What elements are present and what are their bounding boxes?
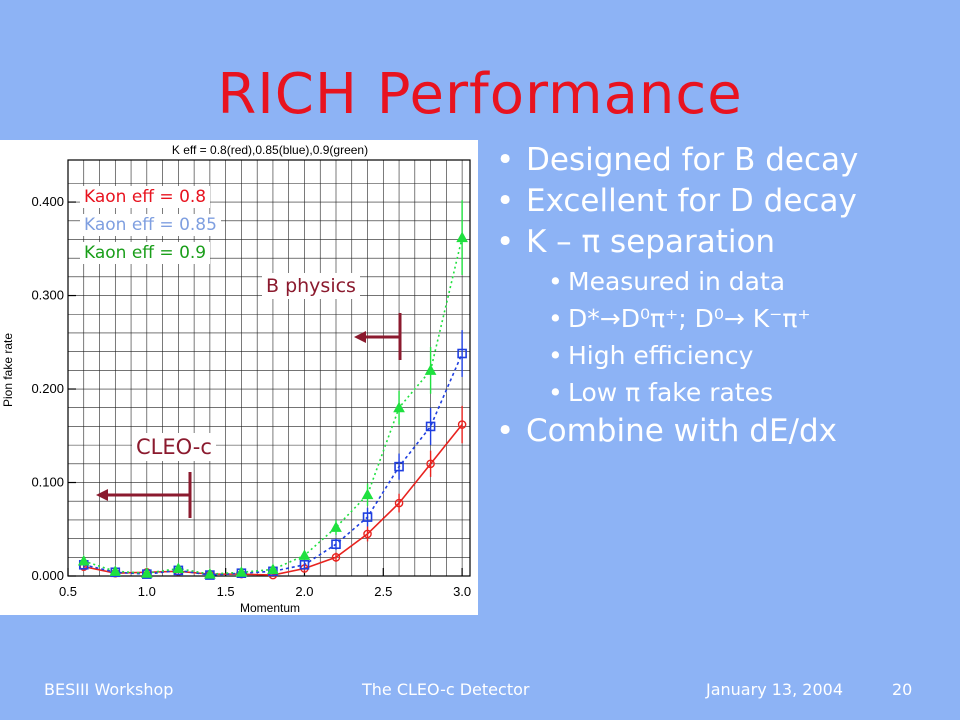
data-point	[77, 555, 90, 566]
x-axis-label: Momentum	[240, 601, 300, 615]
data-point	[457, 348, 467, 359]
data-point	[172, 562, 185, 574]
chart-title: K eff = 0.8(red),0.85(blue),0.9(green)	[172, 143, 368, 157]
legend-entry-red: Kaon eff = 0.8	[80, 186, 211, 208]
x-tick-label: 0.5	[59, 584, 77, 599]
data-point	[330, 521, 342, 532]
x-tick-label: 1.0	[138, 584, 156, 599]
b-physics-label: B physics	[262, 273, 360, 299]
x-tick-label: 1.5	[217, 584, 235, 599]
data-point	[298, 549, 311, 560]
data-point	[109, 565, 122, 576]
fake-rate-plot: 0.5 1.0 1.5 2.0 2.5 3.0 0.000 0.100 0.200 0.300 0.…	[1, 143, 471, 615]
slide-title: RICH Performance	[217, 62, 743, 127]
footer-date: January 13, 2004	[706, 680, 843, 699]
bullet-combine-dedx: Combine with dE/dx	[490, 411, 950, 452]
x-tick-label: 3.0	[453, 584, 471, 599]
data-point	[424, 364, 437, 375]
data-point	[140, 567, 153, 578]
bullet-decay-chain: D*→D⁰π⁺; D⁰→ K⁻π⁺	[490, 300, 950, 337]
x-tick-label: 2.5	[374, 584, 392, 599]
footer-center: The CLEO-c Detector	[362, 680, 530, 699]
y-tick-label: 0.100	[31, 475, 64, 490]
page-number: 20	[892, 680, 913, 699]
data-point	[394, 461, 404, 472]
y-tick-label: 0.300	[31, 288, 64, 303]
legend-entry-blue: Kaon eff = 0.85	[80, 214, 221, 236]
bullet-k-pi-separation: K – π separation	[490, 222, 950, 263]
data-point	[457, 420, 467, 429]
bullet-excellent-d: Excellent for D decay	[490, 181, 950, 222]
data-point	[456, 231, 468, 243]
footer-left: BESIII Workshop	[44, 680, 174, 699]
data-point	[426, 459, 435, 469]
data-point	[394, 498, 404, 508]
data-point	[393, 401, 405, 413]
data-point	[425, 421, 436, 432]
data-point	[362, 512, 373, 522]
bullet-list: Designed for B decay Excellent for D dec…	[490, 140, 950, 452]
data-point	[267, 563, 279, 574]
legend-entry-green: Kaon eff = 0.9	[80, 242, 211, 264]
y-tick-label: 0.000	[31, 568, 64, 583]
bullet-designed-b: Designed for B decay	[490, 140, 950, 181]
b-physics-arrow-head	[354, 331, 366, 343]
x-tick-label: 2.0	[295, 584, 313, 599]
data-point	[331, 539, 341, 550]
data-point	[361, 488, 374, 500]
cleo-c-arrow-head	[96, 489, 108, 501]
bullet-measured-data: Measured in data	[490, 263, 950, 300]
fake-rate-chart: 0.5 1.0 1.5 2.0 2.5 3.0 0.000 0.100 0.200 0.300 0.…	[0, 140, 478, 615]
y-tick-label: 0.200	[31, 381, 64, 396]
data-point	[363, 529, 372, 539]
cleo-c-label: CLEO-c	[132, 433, 216, 461]
y-axis-label: Pion fake rate	[1, 333, 15, 407]
bullet-high-efficiency: High efficiency	[490, 337, 950, 374]
bullet-low-fake-rates: Low π fake rates	[490, 374, 950, 411]
data-point	[235, 566, 248, 577]
data-point	[299, 559, 310, 570]
data-point	[331, 553, 341, 562]
y-tick-label: 0.400	[31, 194, 64, 209]
data-point	[204, 568, 216, 579]
